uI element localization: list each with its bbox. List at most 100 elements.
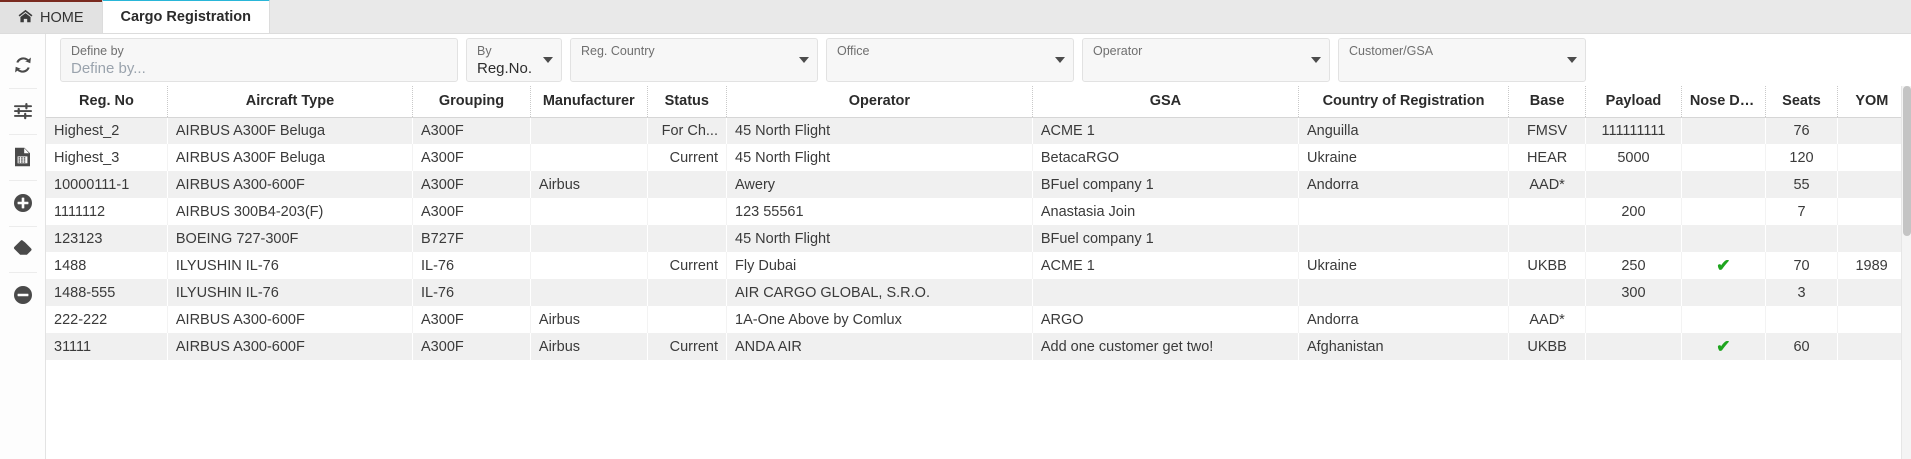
vertical-scrollbar[interactable] — [1901, 86, 1911, 459]
table-row[interactable]: 1488 ILYUSHIN IL-76 IL-76 Current Fly Dubai A… — [46, 252, 1906, 279]
table-row[interactable]: 222-222 AIRBUS A300-600F A300F Airbus 1A-One… — [46, 306, 1906, 333]
column-header-manufacturer[interactable]: Manufacturer — [530, 86, 648, 118]
cell-status — [647, 225, 728, 252]
cell-grouping: IL-76 — [412, 252, 531, 279]
cell-manufacturer: Airbus — [530, 306, 648, 333]
column-header-aircraft[interactable]: Aircraft Type — [167, 86, 414, 118]
cell-nose_door — [1681, 171, 1766, 198]
cell-gsa: Add one customer get two! — [1032, 333, 1299, 360]
chevron-down-icon — [799, 57, 809, 63]
cell-reg_no: 1488 — [46, 252, 168, 279]
cell-gsa: ACME 1 — [1032, 252, 1299, 279]
table-row[interactable]: 123123 BOEING 727-300F B727F 45 North Fligh… — [46, 225, 1906, 252]
by-select[interactable]: By Reg.No. — [466, 38, 562, 82]
table-row[interactable]: 1111112 AIRBUS 300B4-203(F) A300F 123 55561… — [46, 198, 1906, 225]
cell-manufacturer — [530, 225, 648, 252]
main-content: Define by Define by... By Reg.No. Reg. C… — [46, 34, 1911, 459]
cell-operator: Fly Dubai — [726, 252, 1033, 279]
filter-bar: Define by Define by... By Reg.No. Reg. C… — [46, 34, 1911, 86]
table-row[interactable]: Highest_3 AIRBUS A300F Beluga A300F Current… — [46, 144, 1906, 171]
column-header-operator[interactable]: Operator — [726, 86, 1033, 118]
cell-yom — [1837, 333, 1906, 360]
cell-country — [1298, 279, 1510, 306]
column-header-seats[interactable]: Seats — [1765, 86, 1839, 118]
customer-gsa-select[interactable]: Customer/GSA — [1338, 38, 1586, 82]
cell-aircraft: ILYUSHIN IL-76 — [167, 252, 414, 279]
cell-status: Current — [647, 333, 728, 360]
column-header-gsa[interactable]: GSA — [1032, 86, 1299, 118]
column-header-reg_no[interactable]: Reg. No — [46, 86, 168, 118]
eraser-icon[interactable] — [2, 226, 44, 272]
data-table: Reg. No Aircraft Type Grouping Manufacturer… — [46, 86, 1906, 360]
header-row: Reg. No Aircraft Type Grouping Manufacturer… — [46, 86, 1906, 118]
cell-reg_no: 10000111-1 — [46, 171, 168, 198]
column-header-payload[interactable]: Payload — [1585, 86, 1682, 118]
cell-gsa: ACME 1 — [1032, 117, 1299, 144]
cell-payload: 200 — [1585, 198, 1682, 225]
table-row[interactable]: Highest_2 AIRBUS A300F Beluga A300F For Ch.… — [46, 117, 1906, 144]
report-grid-icon[interactable] — [2, 134, 44, 180]
cell-gsa: BFuel company 1 — [1032, 225, 1299, 252]
operator-select[interactable]: Operator — [1082, 38, 1330, 82]
cell-country: Ukraine — [1298, 144, 1510, 171]
cell-grouping: A300F — [412, 117, 531, 144]
cell-operator: AIR CARGO GLOBAL, S.R.O. — [726, 279, 1033, 306]
table-body: Highest_2 AIRBUS A300F Beluga A300F For Ch.… — [46, 117, 1906, 360]
column-header-grouping[interactable]: Grouping — [412, 86, 531, 118]
by-value: Reg.No. — [477, 60, 533, 77]
column-header-yom[interactable]: YOM — [1837, 86, 1906, 118]
tab-home[interactable]: HOME — [0, 0, 102, 33]
cell-manufacturer — [530, 117, 648, 144]
cell-payload: 5000 — [1585, 144, 1682, 171]
cell-country: Andorra — [1298, 306, 1510, 333]
cell-status — [647, 279, 728, 306]
cell-nose_door: ✔ — [1681, 333, 1766, 360]
column-header-nose_door[interactable]: Nose Door — [1681, 86, 1766, 118]
operator-label: Operator — [1093, 44, 1143, 58]
cell-base: HEAR — [1508, 144, 1587, 171]
reg-country-select[interactable]: Reg. Country — [570, 38, 818, 82]
cell-nose_door — [1681, 198, 1766, 225]
scrollbar-thumb[interactable] — [1903, 86, 1911, 236]
column-header-base[interactable]: Base — [1508, 86, 1587, 118]
cell-country — [1298, 198, 1510, 225]
cell-base — [1508, 225, 1587, 252]
cell-yom — [1837, 225, 1906, 252]
cell-status — [647, 306, 728, 333]
column-header-country[interactable]: Country of Registration — [1298, 86, 1510, 118]
cell-operator: 123 55561 — [726, 198, 1033, 225]
cell-payload: 300 — [1585, 279, 1682, 306]
cell-payload — [1585, 306, 1682, 333]
cell-seats: 120 — [1765, 144, 1839, 171]
filter-sliders-icon[interactable] — [2, 88, 44, 134]
table-row[interactable]: 10000111-1 AIRBUS A300-600F A300F Airbus Awe… — [46, 171, 1906, 198]
cell-yom — [1837, 144, 1906, 171]
cell-reg_no: Highest_2 — [46, 117, 168, 144]
cell-yom — [1837, 171, 1906, 198]
add-circle-icon[interactable] — [2, 180, 44, 226]
cell-manufacturer — [530, 198, 648, 225]
cell-yom — [1837, 198, 1906, 225]
cell-grouping: A300F — [412, 198, 531, 225]
refresh-icon[interactable] — [2, 42, 44, 88]
cell-aircraft: AIRBUS A300F Beluga — [167, 144, 414, 171]
define-by-field[interactable]: Define by Define by... — [60, 38, 458, 82]
cell-country: Afghanistan — [1298, 333, 1510, 360]
office-select[interactable]: Office — [826, 38, 1074, 82]
cell-operator: ANDA AIR — [726, 333, 1033, 360]
table-row[interactable]: 31111 AIRBUS A300-600F A300F Airbus Current A… — [46, 333, 1906, 360]
cell-nose_door — [1681, 225, 1766, 252]
cell-yom — [1837, 117, 1906, 144]
cell-manufacturer — [530, 144, 648, 171]
tab-cargo-registration[interactable]: Cargo Registration — [101, 0, 271, 33]
cargo-registration-grid: Reg. No Aircraft Type Grouping Manufacturer… — [46, 86, 1911, 459]
column-header-status[interactable]: Status — [647, 86, 728, 118]
cell-gsa: Anastasia Join — [1032, 198, 1299, 225]
cell-aircraft: AIRBUS A300-600F — [167, 306, 414, 333]
tab-cargo-registration-label: Cargo Registration — [120, 9, 252, 25]
table-row[interactable]: 1488-555 ILYUSHIN IL-76 IL-76 AIR CARGO GLO… — [46, 279, 1906, 306]
cell-seats: 60 — [1765, 333, 1839, 360]
remove-circle-icon[interactable] — [2, 272, 44, 318]
cell-reg_no: 1488-555 — [46, 279, 168, 306]
home-icon — [18, 9, 33, 26]
